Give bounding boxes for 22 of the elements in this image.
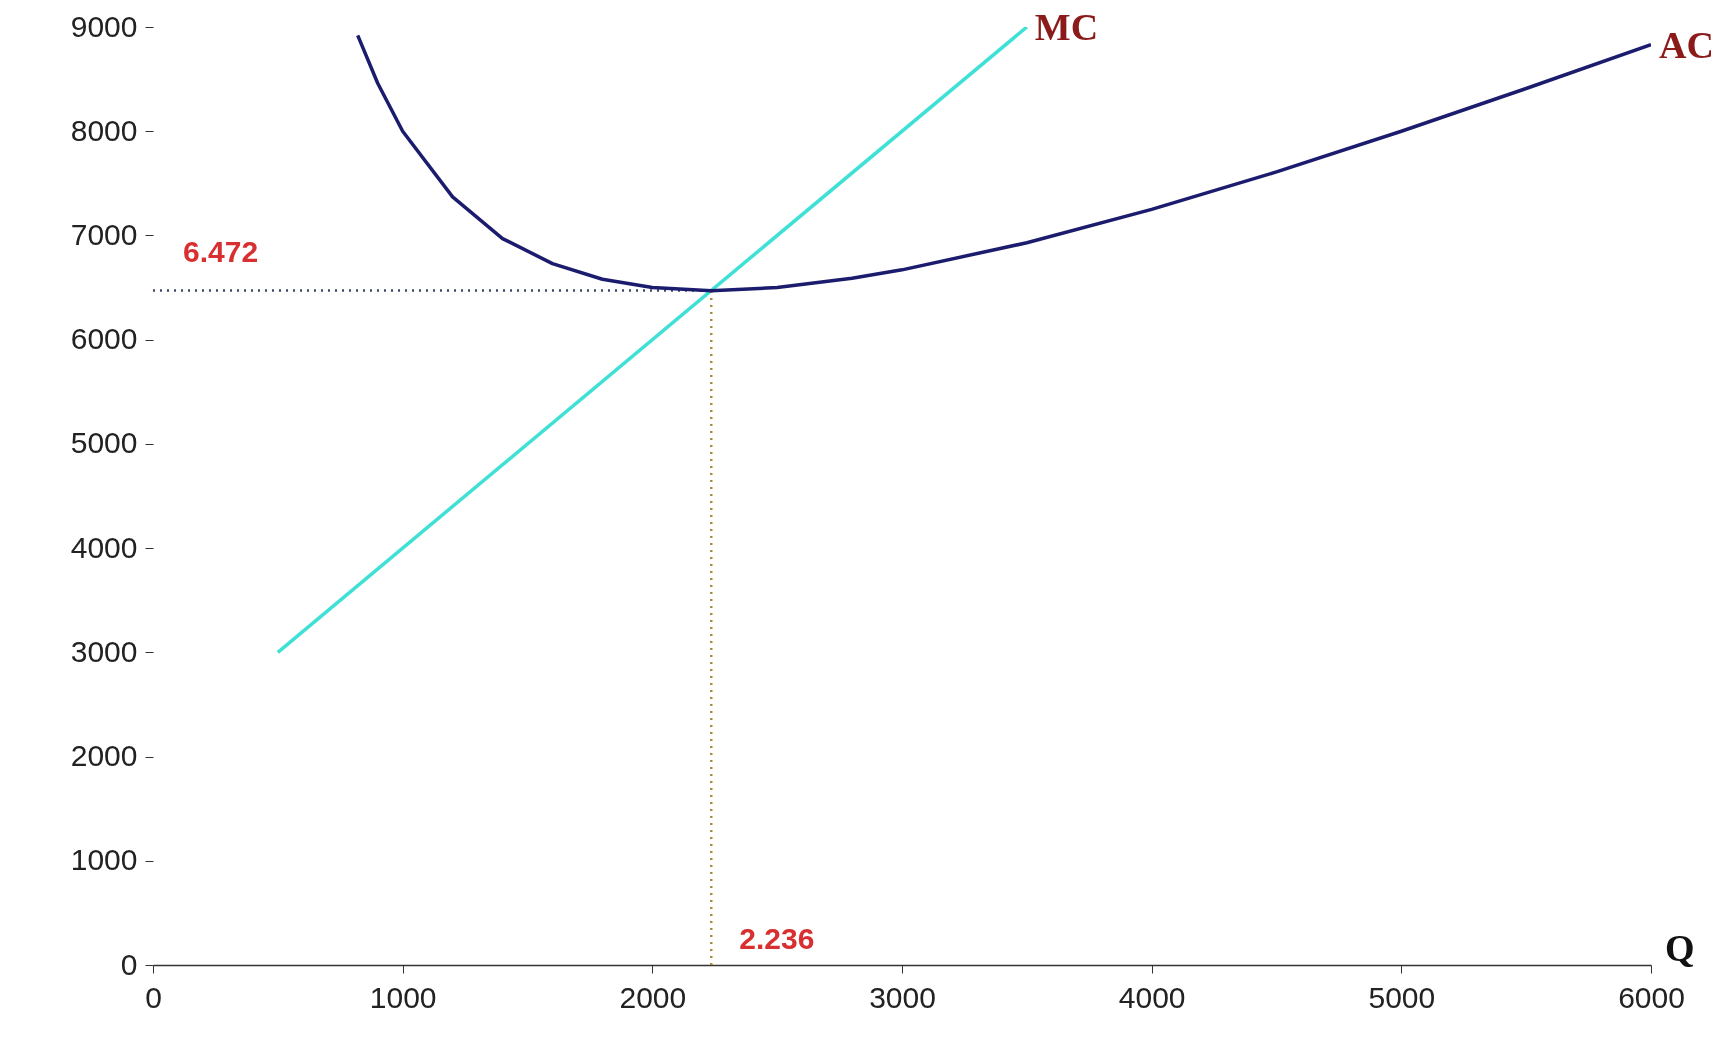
- y-tick-label: 3000: [70, 634, 138, 668]
- x-axis-title: Q: [1665, 927, 1695, 969]
- x-tick-label: 1000: [369, 980, 437, 1014]
- y-tick-label: 0: [120, 947, 138, 981]
- x-tick-label: 4000: [1118, 980, 1186, 1014]
- y-tick-label: 6000: [70, 322, 138, 356]
- x-tick-label: 5000: [1368, 980, 1436, 1014]
- y-tick-label: 8000: [70, 113, 138, 147]
- x-tick-label: 6000: [1618, 980, 1685, 1014]
- x-tick-label: 3000: [869, 980, 936, 1014]
- y-tick-label: 2000: [70, 739, 138, 773]
- y-tick-label: 4000: [70, 530, 138, 564]
- series-label: MC: [1034, 6, 1099, 48]
- series-label: AC: [1659, 23, 1714, 66]
- y-tick-label: 5000: [70, 426, 138, 460]
- ref-line-label: 6.472: [183, 235, 259, 269]
- y-tick-label: 7000: [70, 217, 138, 251]
- y-tick-label: 1000: [70, 843, 138, 877]
- x-tick-label: 0: [145, 980, 162, 1014]
- x-tick-label: 2000: [619, 980, 687, 1014]
- ref-line-label: 2.236: [739, 922, 815, 955]
- y-tick-label: 9000: [70, 9, 138, 43]
